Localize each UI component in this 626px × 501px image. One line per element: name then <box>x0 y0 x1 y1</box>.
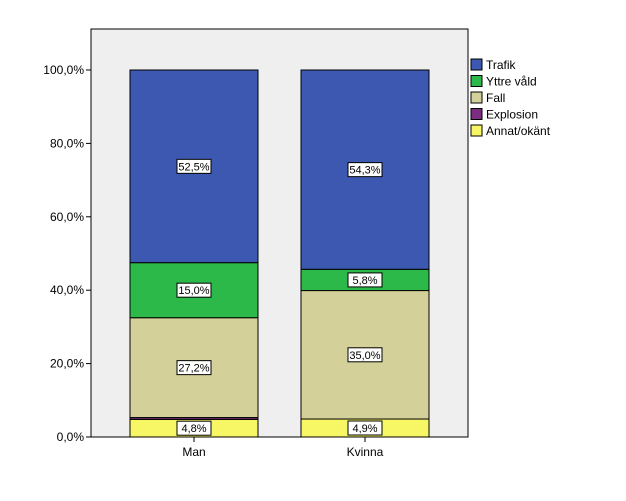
data-label: 4,8% <box>181 423 206 435</box>
legend-swatch <box>470 91 483 104</box>
data-label: 35,0% <box>349 350 380 362</box>
y-axis: 0,0% 20,0% 40,0% 60,0% 80,0% 100,0% <box>43 63 91 444</box>
legend-swatch <box>470 58 483 71</box>
legend-swatch <box>470 108 483 120</box>
y-tick-label: 80,0% <box>50 136 84 150</box>
legend-swatch <box>470 75 483 87</box>
x-axis: Man Kvinna <box>182 437 384 459</box>
data-labels: 4,8% 27,2% 15,0% 52,5% 4,9% 35,0% 5,8% 54,3% <box>176 158 383 436</box>
legend: Trafik Yttre våld Fall Explosion Annat/okänt <box>470 58 551 138</box>
x-category-label: Kvinna <box>347 445 384 459</box>
legend-label: Fall <box>486 91 505 105</box>
legend-label: Explosion <box>486 108 538 122</box>
y-tick-label: 100,0% <box>43 63 84 77</box>
y-tick-label: 20,0% <box>50 357 84 371</box>
data-label-box <box>347 347 383 363</box>
data-label: 52,5% <box>178 161 209 173</box>
data-label: 5,8% <box>352 275 377 287</box>
y-tick-label: 60,0% <box>50 210 84 224</box>
data-label: 15,0% <box>178 285 209 297</box>
y-tick-label: 40,0% <box>50 283 84 297</box>
legend-label: Annat/okänt <box>486 124 551 138</box>
legend-swatch <box>470 124 483 137</box>
data-label-box <box>347 162 383 178</box>
data-label: 4,9% <box>352 423 377 435</box>
legend-label: Yttre våld <box>486 75 537 89</box>
data-label-box <box>176 158 212 174</box>
data-label: 27,2% <box>178 363 209 375</box>
legend-label: Trafik <box>486 58 517 72</box>
data-label: 54,3% <box>349 165 380 177</box>
bars <box>129 69 430 438</box>
data-label-box <box>176 282 212 298</box>
data-label-box <box>347 272 383 288</box>
y-tick-label: 0,0% <box>57 430 85 444</box>
x-category-label: Man <box>182 445 205 459</box>
data-label-box <box>176 360 212 376</box>
data-label-box <box>347 420 383 436</box>
data-label-box <box>176 420 212 436</box>
